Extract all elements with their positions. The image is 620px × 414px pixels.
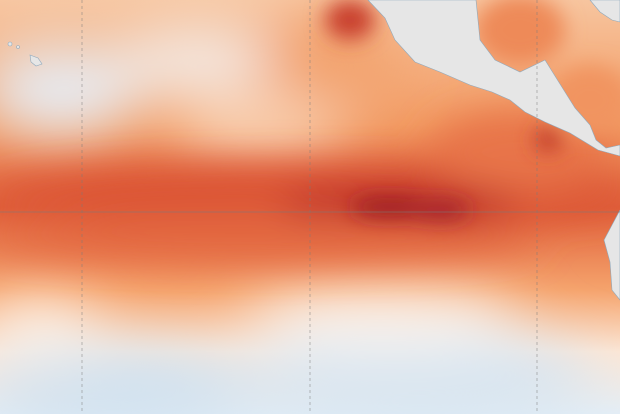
land (7, 0, 620, 301)
